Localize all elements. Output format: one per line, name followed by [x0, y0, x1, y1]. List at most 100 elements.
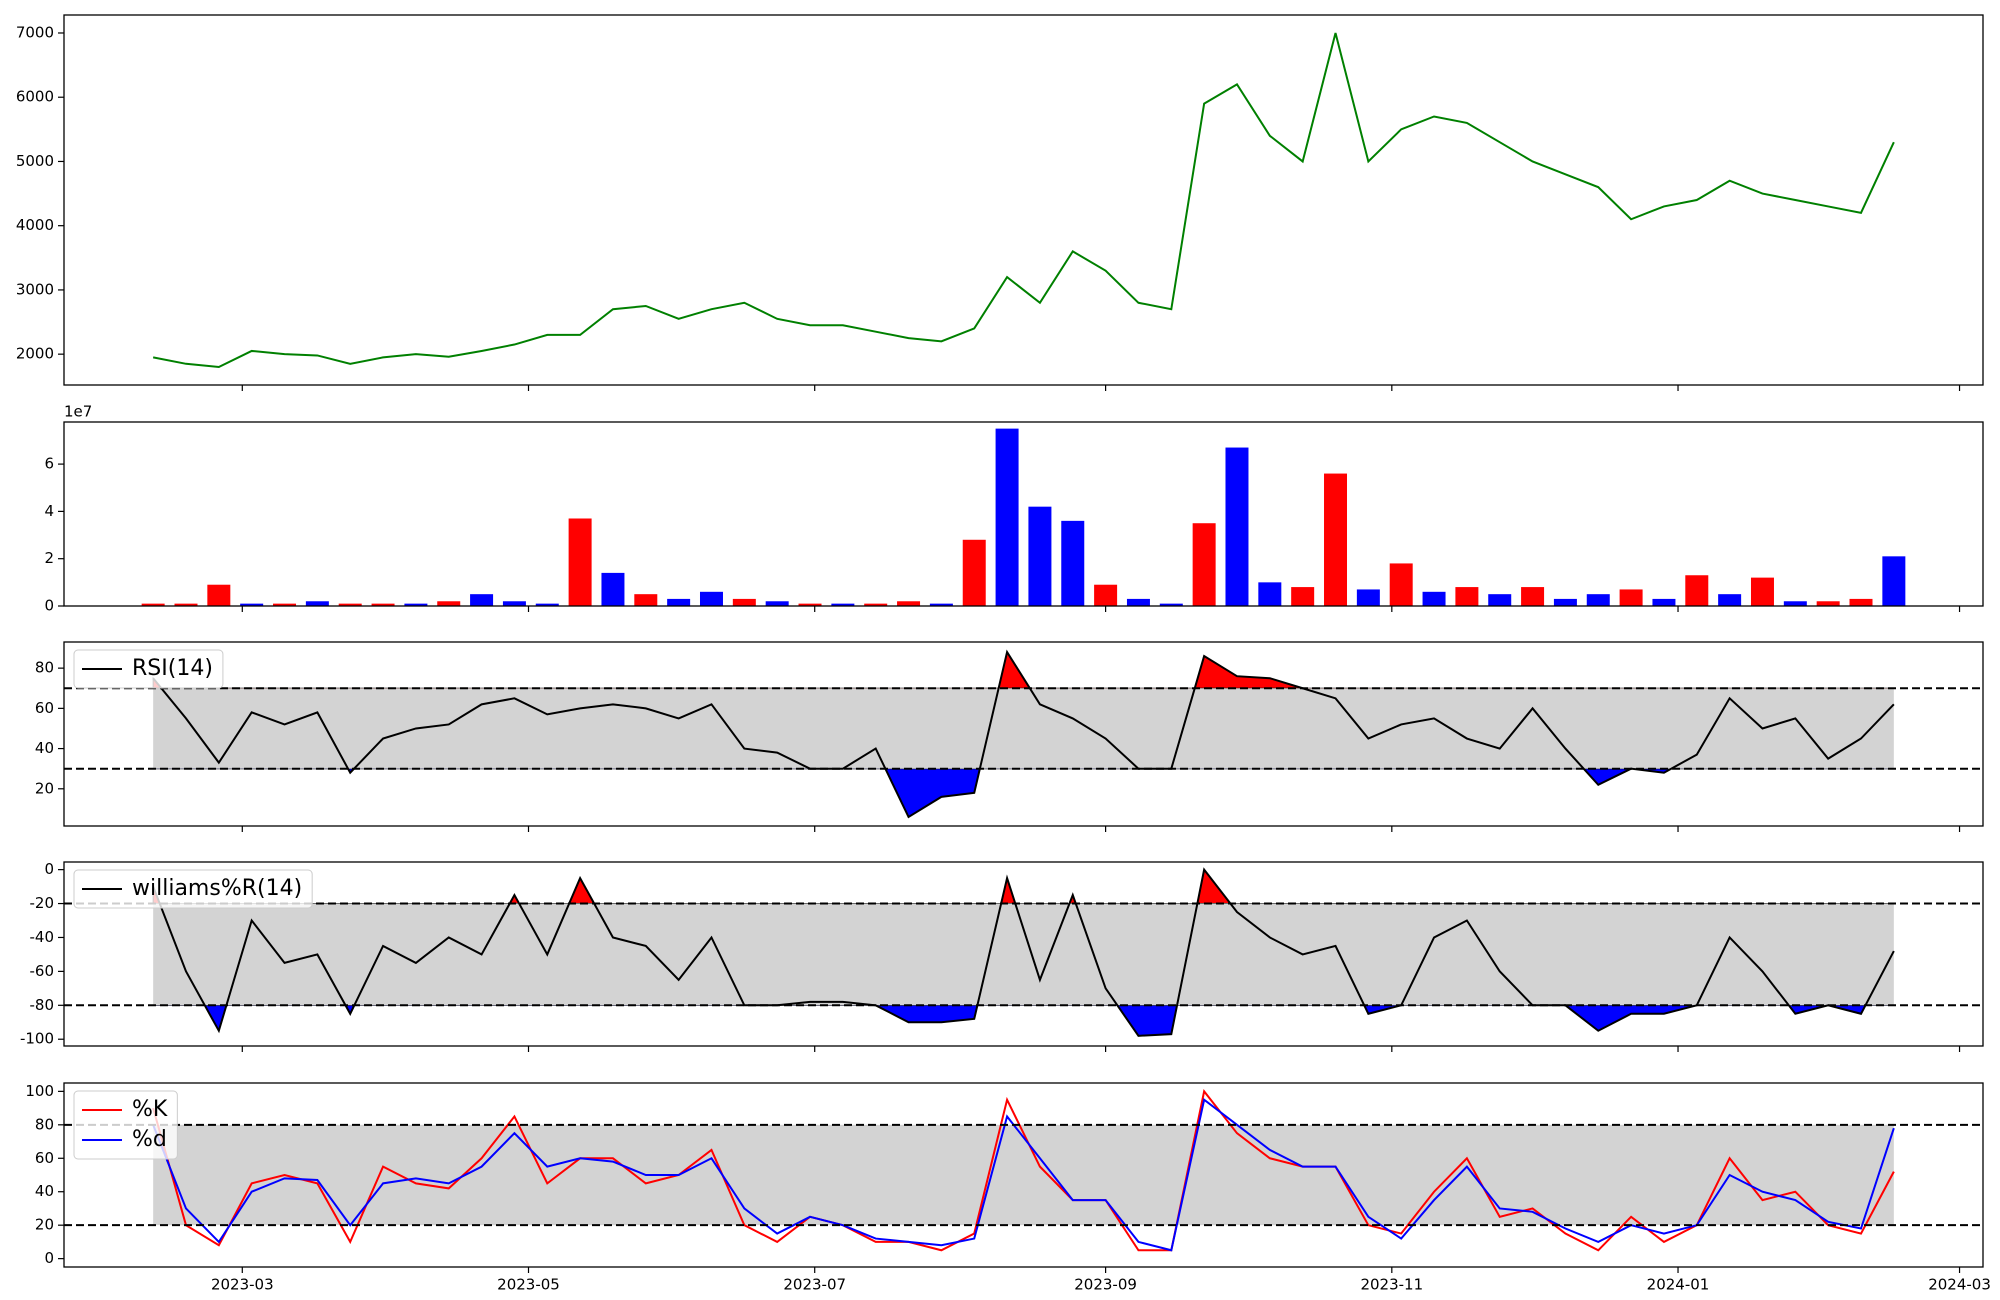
x-tick-label: 2024-03 [1928, 1276, 1991, 1294]
y-tick-label: 20 [35, 779, 54, 797]
y-tick-label: 0 [44, 1249, 54, 1267]
axes-frame [63, 861, 1984, 1047]
bar [174, 603, 198, 606]
bar [798, 603, 822, 606]
bar [1324, 473, 1348, 606]
bar [1061, 520, 1085, 606]
legend-label: %K [132, 1097, 168, 1122]
bar [273, 603, 297, 606]
bar [305, 601, 329, 606]
y-tick-label: 20 [35, 1216, 54, 1234]
bar [1126, 598, 1150, 606]
y-tick-label: 5000 [16, 152, 54, 170]
bar [1849, 598, 1873, 606]
bar [995, 428, 1019, 606]
legend-box [73, 649, 224, 689]
bar [502, 601, 526, 606]
bar [1422, 591, 1446, 606]
neutral-band [153, 903, 1894, 1006]
y-tick-label: -100 [20, 1030, 54, 1048]
bar [667, 598, 691, 606]
legend-box [73, 1090, 178, 1160]
bar [699, 591, 723, 606]
neutral-band [153, 1124, 1894, 1226]
plot-area [152, 1089, 1895, 1252]
series-line [152, 1089, 1895, 1252]
bar [601, 572, 625, 606]
plot-area [141, 428, 1906, 606]
plot-area [152, 867, 1895, 1037]
y-tick-label: 40 [35, 739, 54, 757]
legend-label: RSI(14) [132, 656, 213, 681]
bar [765, 601, 789, 606]
y-tick-label: -20 [30, 894, 55, 912]
y-tick-label: 3000 [16, 280, 54, 298]
y-tick-label: 40 [35, 1182, 54, 1200]
bar [371, 603, 395, 606]
neutral-band [153, 688, 1894, 769]
bar [1816, 601, 1840, 606]
y-tick-label: 0 [44, 597, 54, 615]
legend-label: williams%R(14) [132, 876, 302, 901]
bar [1159, 603, 1183, 606]
bar [634, 594, 658, 606]
y-tick-label: 2 [44, 549, 54, 567]
bar [1750, 577, 1774, 606]
bar [535, 603, 559, 606]
y-tick-label: 100 [25, 1082, 54, 1100]
y-tick-label: 0 [44, 860, 54, 878]
bar [1718, 594, 1742, 606]
bar [240, 603, 264, 606]
axes-frame [63, 421, 1984, 607]
plot-area [152, 649, 1895, 819]
series-line [152, 867, 1895, 1037]
bar [1882, 556, 1906, 606]
bar [1389, 563, 1413, 606]
axes-frame [63, 14, 1984, 386]
y-tick-label: 4000 [16, 216, 54, 234]
bar [338, 603, 362, 606]
bar [1521, 587, 1545, 606]
series-line [152, 649, 1895, 819]
y-tick-label: 80 [35, 1115, 54, 1133]
bar [929, 603, 953, 606]
y-tick-label: 6 [44, 455, 54, 473]
bar [1356, 589, 1380, 606]
y-tick-label: 4 [44, 502, 54, 520]
legend-box [73, 869, 313, 909]
bar [1685, 575, 1709, 606]
bar [568, 518, 592, 606]
x-tick-label: 2023-03 [211, 1276, 274, 1294]
bar [1028, 506, 1052, 606]
plot-area [152, 32, 1895, 369]
x-tick-label: 2023-05 [497, 1276, 560, 1294]
axis-offset-label: 1e7 [64, 403, 92, 421]
legend-label: %d [132, 1127, 167, 1152]
bar [470, 594, 494, 606]
bar [1619, 589, 1643, 606]
axes-frame [63, 641, 1984, 827]
y-tick-label: 6000 [16, 88, 54, 106]
x-tick-label: 2024-01 [1647, 1276, 1710, 1294]
y-tick-label: -80 [30, 996, 55, 1014]
bar [1291, 587, 1315, 606]
x-tick-label: 2023-11 [1360, 1276, 1423, 1294]
bar [1652, 598, 1676, 606]
bar [1192, 523, 1216, 606]
bar [1586, 594, 1610, 606]
y-tick-label: 60 [35, 699, 54, 717]
bar [732, 598, 756, 606]
series-line [152, 1097, 1895, 1252]
bar [141, 603, 165, 606]
bar [1455, 587, 1479, 606]
bar [1783, 601, 1807, 606]
bar [207, 584, 231, 606]
y-tick-label: -60 [30, 962, 55, 980]
bar [897, 601, 921, 606]
x-tick-label: 2023-09 [1074, 1276, 1137, 1294]
y-tick-label: 80 [35, 659, 54, 677]
bar [831, 603, 855, 606]
bar [437, 601, 461, 606]
